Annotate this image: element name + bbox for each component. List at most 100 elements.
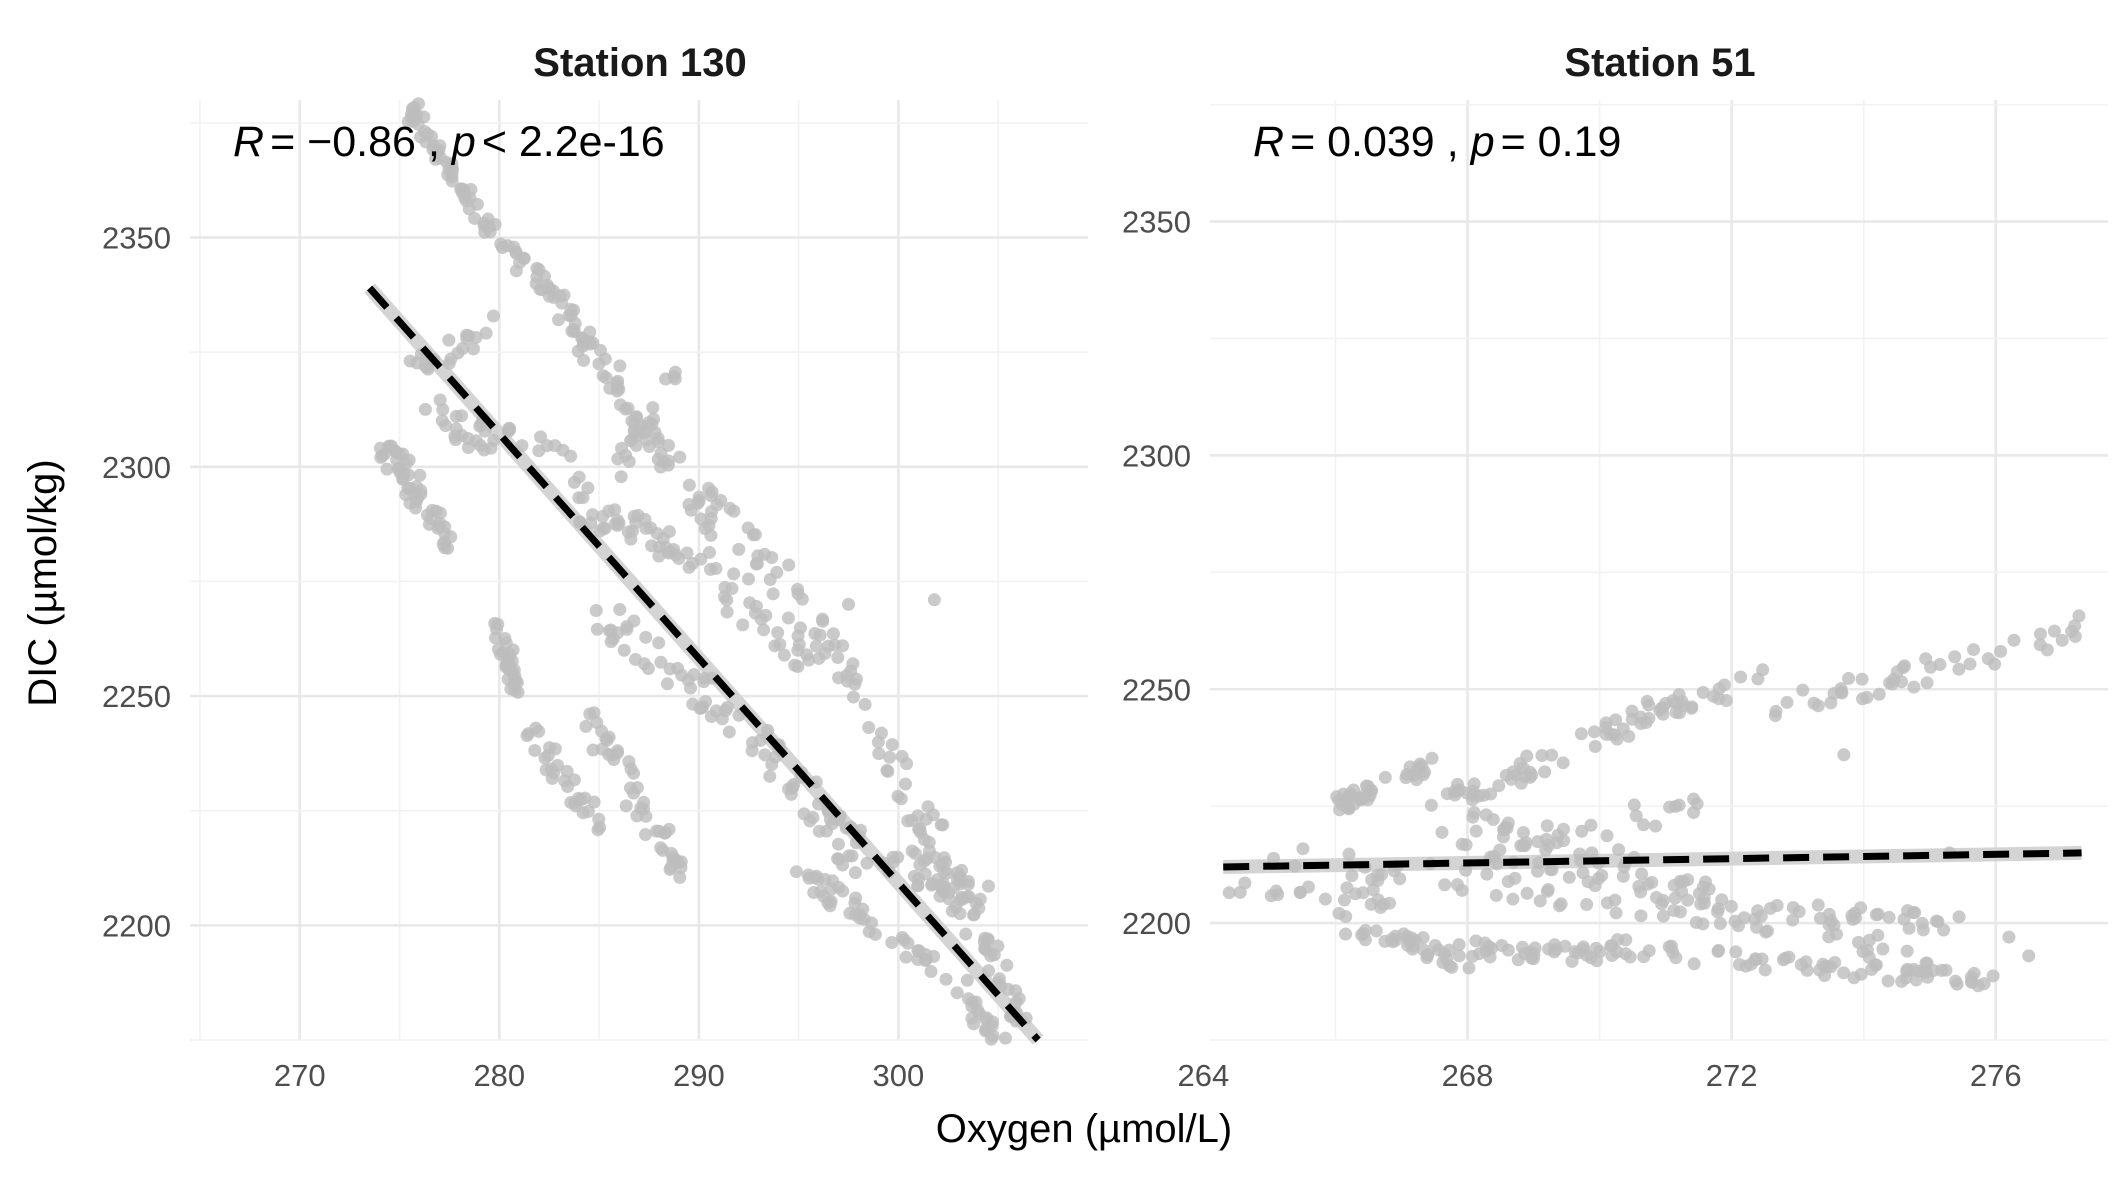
data-point	[1794, 958, 1808, 972]
data-point	[646, 401, 660, 415]
data-point	[765, 551, 779, 565]
regression-line	[1223, 849, 2082, 871]
panel-0-y-ticks: 2200 2250 2300 2350	[102, 221, 171, 944]
data-point	[782, 782, 796, 796]
data-point	[680, 546, 694, 560]
data-point	[1676, 699, 1690, 713]
data-point	[1920, 676, 1934, 690]
data-point	[1656, 909, 1670, 923]
data-point	[1883, 676, 1897, 690]
data-point	[1706, 689, 1720, 703]
data-point	[435, 414, 449, 428]
data-point	[831, 837, 845, 851]
data-point	[1332, 906, 1346, 920]
data-point	[917, 832, 931, 846]
data-point	[682, 498, 696, 512]
data-point	[848, 866, 862, 880]
data-point	[1296, 842, 1310, 856]
x-tick-label: 264	[1178, 1058, 1230, 1093]
data-point	[1545, 748, 1559, 762]
data-point	[742, 572, 756, 586]
panel-1-x-ticks: 264 268 272 276	[1178, 1058, 2022, 1093]
data-point	[1264, 889, 1278, 903]
x-tick-label: 268	[1442, 1058, 1494, 1093]
data-point	[659, 372, 673, 386]
data-point	[1948, 650, 1962, 664]
p-value: < 2.2e-16	[482, 118, 665, 166]
data-point	[1856, 692, 1870, 706]
y-tick-label: 2200	[1122, 906, 1191, 941]
data-point	[821, 896, 835, 910]
data-point	[1854, 967, 1868, 981]
data-point	[579, 719, 593, 733]
data-point	[696, 700, 710, 714]
data-point	[901, 936, 915, 950]
data-point	[1492, 779, 1506, 793]
data-point	[2072, 609, 2086, 623]
data-point	[883, 750, 897, 764]
data-point	[637, 802, 651, 816]
data-point	[421, 362, 435, 376]
data-point	[1340, 881, 1354, 895]
data-point	[1937, 923, 1951, 937]
data-point	[1634, 909, 1648, 923]
y-tick-label: 2250	[1122, 672, 1191, 707]
data-point	[401, 468, 415, 482]
data-point	[927, 593, 941, 607]
data-point	[682, 478, 696, 492]
data-point	[757, 623, 771, 637]
x-tick-label: 276	[1970, 1058, 2022, 1093]
data-point	[1435, 825, 1449, 839]
data-point	[826, 627, 840, 641]
data-point	[1782, 950, 1796, 964]
data-point	[1637, 818, 1651, 832]
data-point	[722, 725, 736, 739]
data-point	[558, 774, 572, 788]
data-point	[508, 669, 522, 683]
separator: ,	[428, 118, 440, 166]
data-point	[553, 289, 567, 303]
r-symbol: R	[1253, 118, 1284, 166]
data-point	[1768, 709, 1782, 723]
data-point	[853, 911, 867, 925]
data-point	[967, 1017, 981, 1031]
data-point	[615, 441, 629, 455]
data-point	[449, 409, 463, 423]
data-point	[959, 927, 973, 941]
data-point	[539, 763, 553, 777]
data-point	[419, 135, 433, 149]
data-point	[725, 582, 739, 596]
data-point	[571, 344, 585, 358]
data-point	[777, 648, 791, 662]
data-point	[513, 256, 527, 270]
data-point	[418, 402, 432, 416]
data-point	[1401, 938, 1415, 952]
data-point	[1672, 798, 1686, 812]
data-point	[773, 637, 787, 651]
data-point	[1425, 751, 1439, 765]
data-point	[1495, 939, 1509, 953]
data-point	[617, 643, 631, 657]
data-point	[469, 434, 483, 448]
data-point	[781, 611, 795, 625]
data-point	[727, 567, 741, 581]
data-point	[1600, 829, 1614, 843]
data-point	[1994, 644, 2008, 658]
data-point	[991, 976, 1005, 990]
data-point	[858, 697, 872, 711]
data-point	[1763, 901, 1777, 915]
data-point	[872, 747, 886, 761]
data-point	[936, 818, 950, 832]
data-point	[1421, 948, 1435, 962]
data-point	[832, 671, 846, 685]
data-point	[761, 723, 775, 737]
data-point	[1952, 662, 1966, 676]
data-point	[578, 791, 592, 805]
data-point	[614, 470, 628, 484]
data-point	[1593, 945, 1607, 959]
data-point	[806, 811, 820, 825]
data-point	[1919, 652, 1933, 666]
data-point	[1518, 839, 1532, 853]
data-point	[1729, 945, 1743, 959]
data-point	[982, 964, 996, 978]
